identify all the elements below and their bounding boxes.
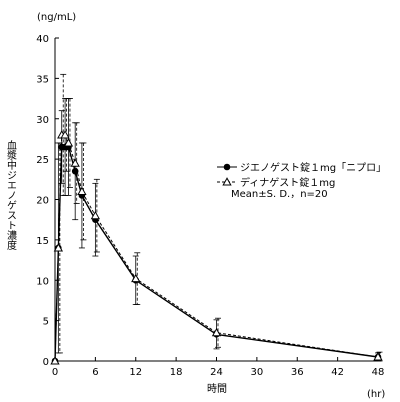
data-point [63,138,74,147]
x-tick-label: 18 [170,367,183,378]
y-axis-unit: (ng/mL) [37,12,76,23]
data-point [53,243,64,252]
series-1 [51,98,382,365]
y-tick-label: 10 [36,276,49,287]
legend-marker [222,177,232,186]
x-tick-label: 6 [92,367,98,378]
x-tick-label: 42 [331,367,344,378]
legend: ジエノゲスト錠１mg「ニプロ」ディナゲスト錠１mg [217,161,386,189]
data-point [70,158,80,167]
data-point [373,352,383,361]
y-tick-label: 5 [43,317,49,328]
x-tick-label: 24 [210,367,223,378]
legend-note: Mean±S. D.，n=20 [231,189,328,200]
series-layer [50,73,383,365]
axes: 0 5 10 15 20 25 30 35 40 0 6 12 18 24 30 36 42 48 [36,34,384,378]
y-tick-label: 30 [36,115,49,126]
legend-marker [223,163,231,171]
x-tick-label: 0 [52,367,58,378]
x-tick-label: 36 [291,367,304,378]
legend-label: ディナゲスト錠１mg [240,176,335,189]
data-point [50,356,60,365]
y-axis-title: 血漿中ジエノゲスト濃度 [5,139,17,251]
x-tick-label: 12 [129,367,142,378]
y-tick-label: 25 [36,155,49,166]
x-tick-label: 30 [251,367,264,378]
x-tick-label: 48 [372,367,385,378]
x-axis-title: 時間 [207,383,227,395]
data-point [77,186,87,195]
y-tick-label: 35 [36,74,49,85]
y-tick-label: 0 [43,357,49,368]
data-point [60,130,70,139]
y-tick-label: 20 [36,196,49,207]
series-2 [50,73,383,365]
data-point [211,327,222,337]
x-axis-unit: (hr) [367,389,385,400]
y-tick-label: 15 [36,236,49,247]
data-point [90,210,101,220]
y-tick-label: 40 [36,34,49,45]
legend-label: ジエノゲスト錠１mg「ニプロ」 [240,161,386,174]
data-point [131,273,141,283]
